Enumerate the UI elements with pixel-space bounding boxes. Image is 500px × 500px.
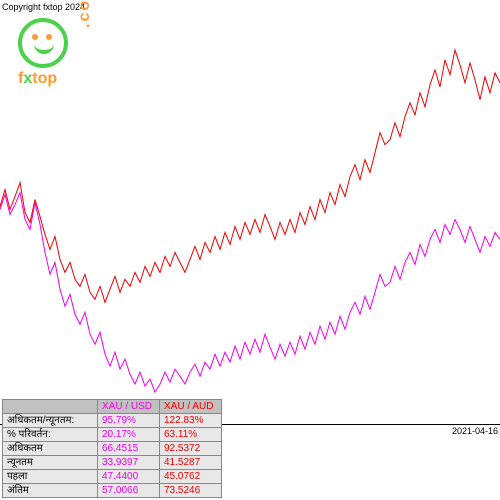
row-value-a: 95.79% — [98, 414, 160, 428]
table-header-row: XAU / USDXAU / AUD — [3, 400, 222, 414]
table-row: अंतिम57.006673.5246 — [3, 484, 222, 498]
row-value-b: 73.5246 — [160, 484, 222, 498]
table-header-cell — [3, 400, 98, 414]
table-row: अधिकतम/न्यूनतम:95.79%122.83% — [3, 414, 222, 428]
table-header-cell: XAU / USD — [98, 400, 160, 414]
stats-table: XAU / USDXAU / AUDअधिकतम/न्यूनतम:95.79%1… — [2, 399, 222, 498]
chart-canvas — [0, 15, 500, 424]
row-value-a: 33.9397 — [98, 456, 160, 470]
row-label: पहला — [3, 470, 98, 484]
row-label: % परिवर्तन: — [3, 428, 98, 442]
series-line — [0, 50, 500, 302]
row-value-a: 47.4400 — [98, 470, 160, 484]
copyright-text: Copyright fxtop 2024 — [2, 2, 85, 12]
table-header-cell: XAU / AUD — [160, 400, 222, 414]
table-row: पहला47.440045.0762 — [3, 470, 222, 484]
row-label: न्यूनतम — [3, 456, 98, 470]
row-label: अधिकतम/न्यूनतम: — [3, 414, 98, 428]
row-value-b: 45.0762 — [160, 470, 222, 484]
row-value-a: 66.4515 — [98, 442, 160, 456]
row-value-b: 92.5372 — [160, 442, 222, 456]
x-axis-end: 2021-04-16 — [452, 426, 498, 436]
table-row: न्यूनतम33.939741.5287 — [3, 456, 222, 470]
row-value-b: 122.83% — [160, 414, 222, 428]
series-line — [0, 193, 500, 393]
row-value-b: 41.5287 — [160, 456, 222, 470]
row-value-b: 63.11% — [160, 428, 222, 442]
price-chart — [0, 15, 500, 425]
row-label: अंतिम — [3, 484, 98, 498]
table-row: % परिवर्तन:20.17%63.11% — [3, 428, 222, 442]
row-value-a: 57.0066 — [98, 484, 160, 498]
row-value-a: 20.17% — [98, 428, 160, 442]
table-row: अधिकतम66.451592.5372 — [3, 442, 222, 456]
row-label: अधिकतम — [3, 442, 98, 456]
